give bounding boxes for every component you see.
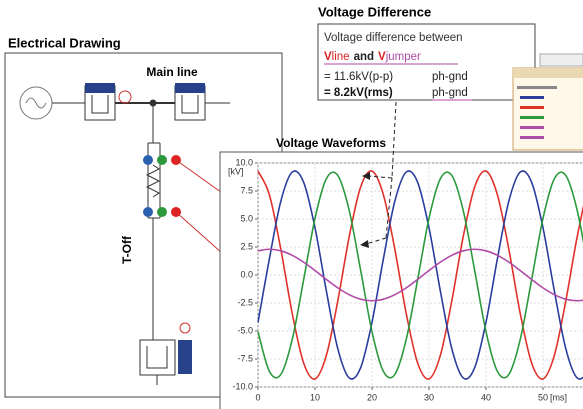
- difference-line: Voltage difference between: [324, 32, 463, 44]
- difference-vars: Vline and Vjumper: [324, 51, 421, 63]
- series-line: [257, 170, 583, 380]
- x-tick-label: 30: [424, 392, 434, 402]
- schematic: [19, 83, 233, 385]
- pp-value: = 11.6kV(p-p): [324, 71, 393, 83]
- arrows: [365, 101, 397, 245]
- v-jumper: V: [378, 51, 386, 63]
- x-tick-label: 10: [310, 392, 320, 402]
- rms-note: ph-gnd: [432, 87, 468, 99]
- v-line: V: [324, 51, 332, 63]
- y-tick-label: 5.0: [240, 213, 253, 223]
- x-tick-label: 50: [538, 392, 548, 402]
- y-tick-label: -2.5: [237, 297, 253, 307]
- plot: 10.0 7.5 5.0 2.5 0.0 -2.5 -5.0 -7.5 -10.00 10 20 30…: [232, 157, 583, 402]
- chart-title: Voltage Waveforms: [276, 136, 386, 150]
- y-unit: [kV]: [228, 166, 244, 176]
- x-unit: [ms]: [550, 392, 567, 402]
- t-off-label: T-Off: [120, 235, 134, 264]
- main-line-label: Main line: [146, 65, 198, 79]
- x-tick-label: 0: [255, 392, 260, 402]
- y-tick-label: -5.0: [237, 325, 253, 335]
- series-line: [257, 248, 583, 302]
- values-window: [512, 53, 583, 151]
- difference-title: Voltage Difference: [318, 4, 431, 19]
- y-tick-label: -7.5: [237, 353, 253, 363]
- x-tick-label: 40: [481, 392, 491, 402]
- v-jumper-sub: jumper: [385, 51, 421, 63]
- rms-value: = 8.2kV(rms): [324, 87, 393, 99]
- pp-note: ph-gnd: [432, 71, 468, 83]
- and: and: [354, 51, 374, 63]
- y-tick-label: 0.0: [240, 269, 253, 279]
- y-tick-label: -10.0: [232, 381, 253, 391]
- plot-area: [257, 162, 583, 388]
- series-line: [257, 170, 583, 380]
- difference-box: [317, 23, 536, 101]
- y-tick-label: 2.5: [240, 241, 253, 251]
- y-tick-label: 10.0: [235, 157, 253, 167]
- v-line-sub: line: [332, 51, 350, 63]
- series-line: [257, 171, 583, 379]
- x-tick-label: 20: [367, 392, 377, 402]
- drawing-title: Electrical Drawing: [8, 35, 121, 50]
- y-tick-label: 7.5: [240, 185, 253, 195]
